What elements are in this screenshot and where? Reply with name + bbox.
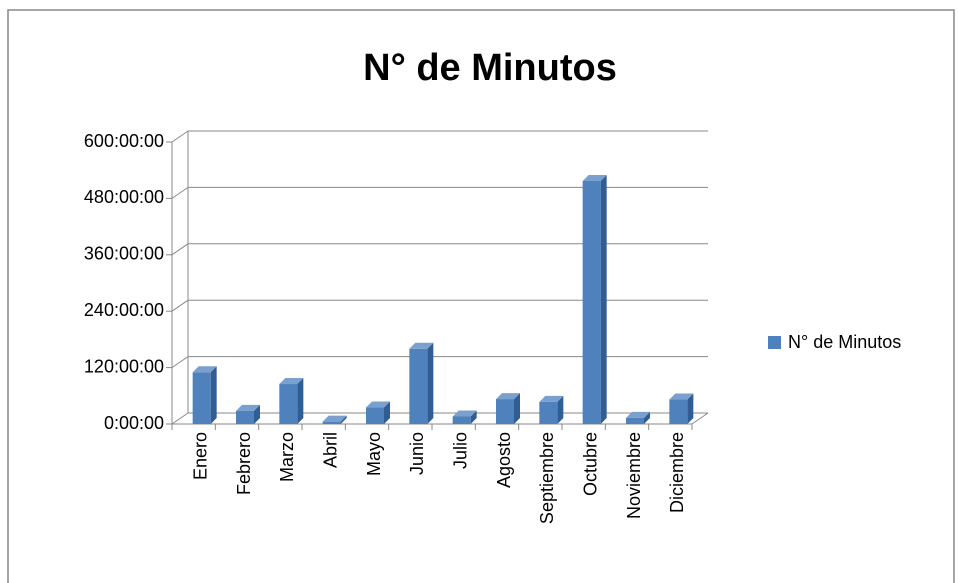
bar: [539, 395, 564, 424]
x-tick-label: Septiembre: [537, 432, 557, 524]
bar: [236, 404, 260, 424]
legend-label: N° de Minutos: [788, 332, 901, 352]
bar-top: [192, 366, 217, 373]
y-tick-label: 480:00:00: [84, 187, 164, 207]
grid-line: [171, 356, 189, 369]
bar-front: [496, 399, 514, 424]
bar-side: [687, 393, 694, 424]
bar-side: [600, 175, 607, 424]
bar-front: [322, 421, 341, 424]
x-tick-label: Octubre: [580, 432, 600, 496]
bar-top: [236, 404, 260, 411]
bar: [366, 401, 390, 424]
legend-swatch: [768, 336, 781, 349]
bar-front: [409, 348, 428, 424]
bar-side: [427, 342, 434, 424]
bar-front: [582, 181, 601, 424]
x-tick-label: Febrero: [234, 432, 254, 495]
x-tick-label: Mayo: [364, 432, 384, 476]
y-tick-label: 360:00:00: [84, 244, 164, 264]
bar-front: [279, 384, 298, 424]
bar-top: [626, 411, 650, 418]
x-tick-label: Diciembre: [667, 432, 687, 513]
bar-top: [322, 415, 347, 422]
bar-top: [669, 393, 694, 400]
bar: [669, 393, 694, 424]
bar-side: [470, 410, 477, 424]
y-tick-label: 600:00:00: [84, 131, 164, 151]
grid-line: [171, 243, 189, 256]
x-tick-label: Abril: [320, 432, 340, 468]
bar-top: [582, 175, 607, 182]
bar-front: [669, 399, 688, 424]
bar-side: [384, 401, 390, 424]
bar-front: [236, 410, 254, 424]
bar-top: [452, 410, 477, 417]
x-tick-label: Noviembre: [624, 432, 644, 519]
bar-side: [254, 404, 260, 424]
bar-front: [539, 401, 558, 424]
bar-side: [210, 366, 217, 424]
bar-front: [366, 407, 384, 424]
y-tick-label: 240:00:00: [84, 300, 164, 320]
bar: [452, 410, 477, 424]
bar: [582, 175, 607, 424]
bar-side: [340, 415, 347, 424]
y-tick-label: 0:00:00: [104, 413, 164, 433]
bar-top: [279, 378, 304, 385]
bar-front: [192, 372, 211, 424]
x-tick-label: Marzo: [277, 432, 297, 482]
grid-line: [171, 299, 189, 312]
x-tick-label: Julio: [450, 432, 470, 469]
bar: [626, 411, 650, 424]
x-tick-label: Junio: [407, 432, 427, 475]
floor-right: [691, 412, 709, 425]
grid-line: [171, 412, 189, 425]
bar: [496, 393, 520, 424]
bar: [192, 366, 217, 424]
y-tick-label: 120:00:00: [84, 356, 164, 376]
bar-front: [452, 416, 471, 424]
x-tick-label: Enero: [190, 432, 210, 480]
bar-side: [514, 393, 520, 424]
bar: [279, 378, 304, 424]
bar: [322, 415, 347, 424]
x-tick-label: Agosto: [494, 432, 514, 488]
bar-front: [626, 417, 644, 424]
bar-side: [644, 411, 650, 424]
grid-line: [171, 186, 189, 199]
bar-top: [496, 393, 520, 400]
bar-side: [297, 378, 304, 424]
bar-top: [409, 342, 434, 349]
chart-border: [7, 9, 955, 583]
bar: [409, 342, 434, 424]
grid-line: [171, 130, 189, 143]
chart-title: N° de Minutos: [363, 47, 617, 89]
bar-top: [539, 395, 564, 402]
bar-top: [366, 401, 390, 408]
bar-side: [557, 395, 564, 424]
